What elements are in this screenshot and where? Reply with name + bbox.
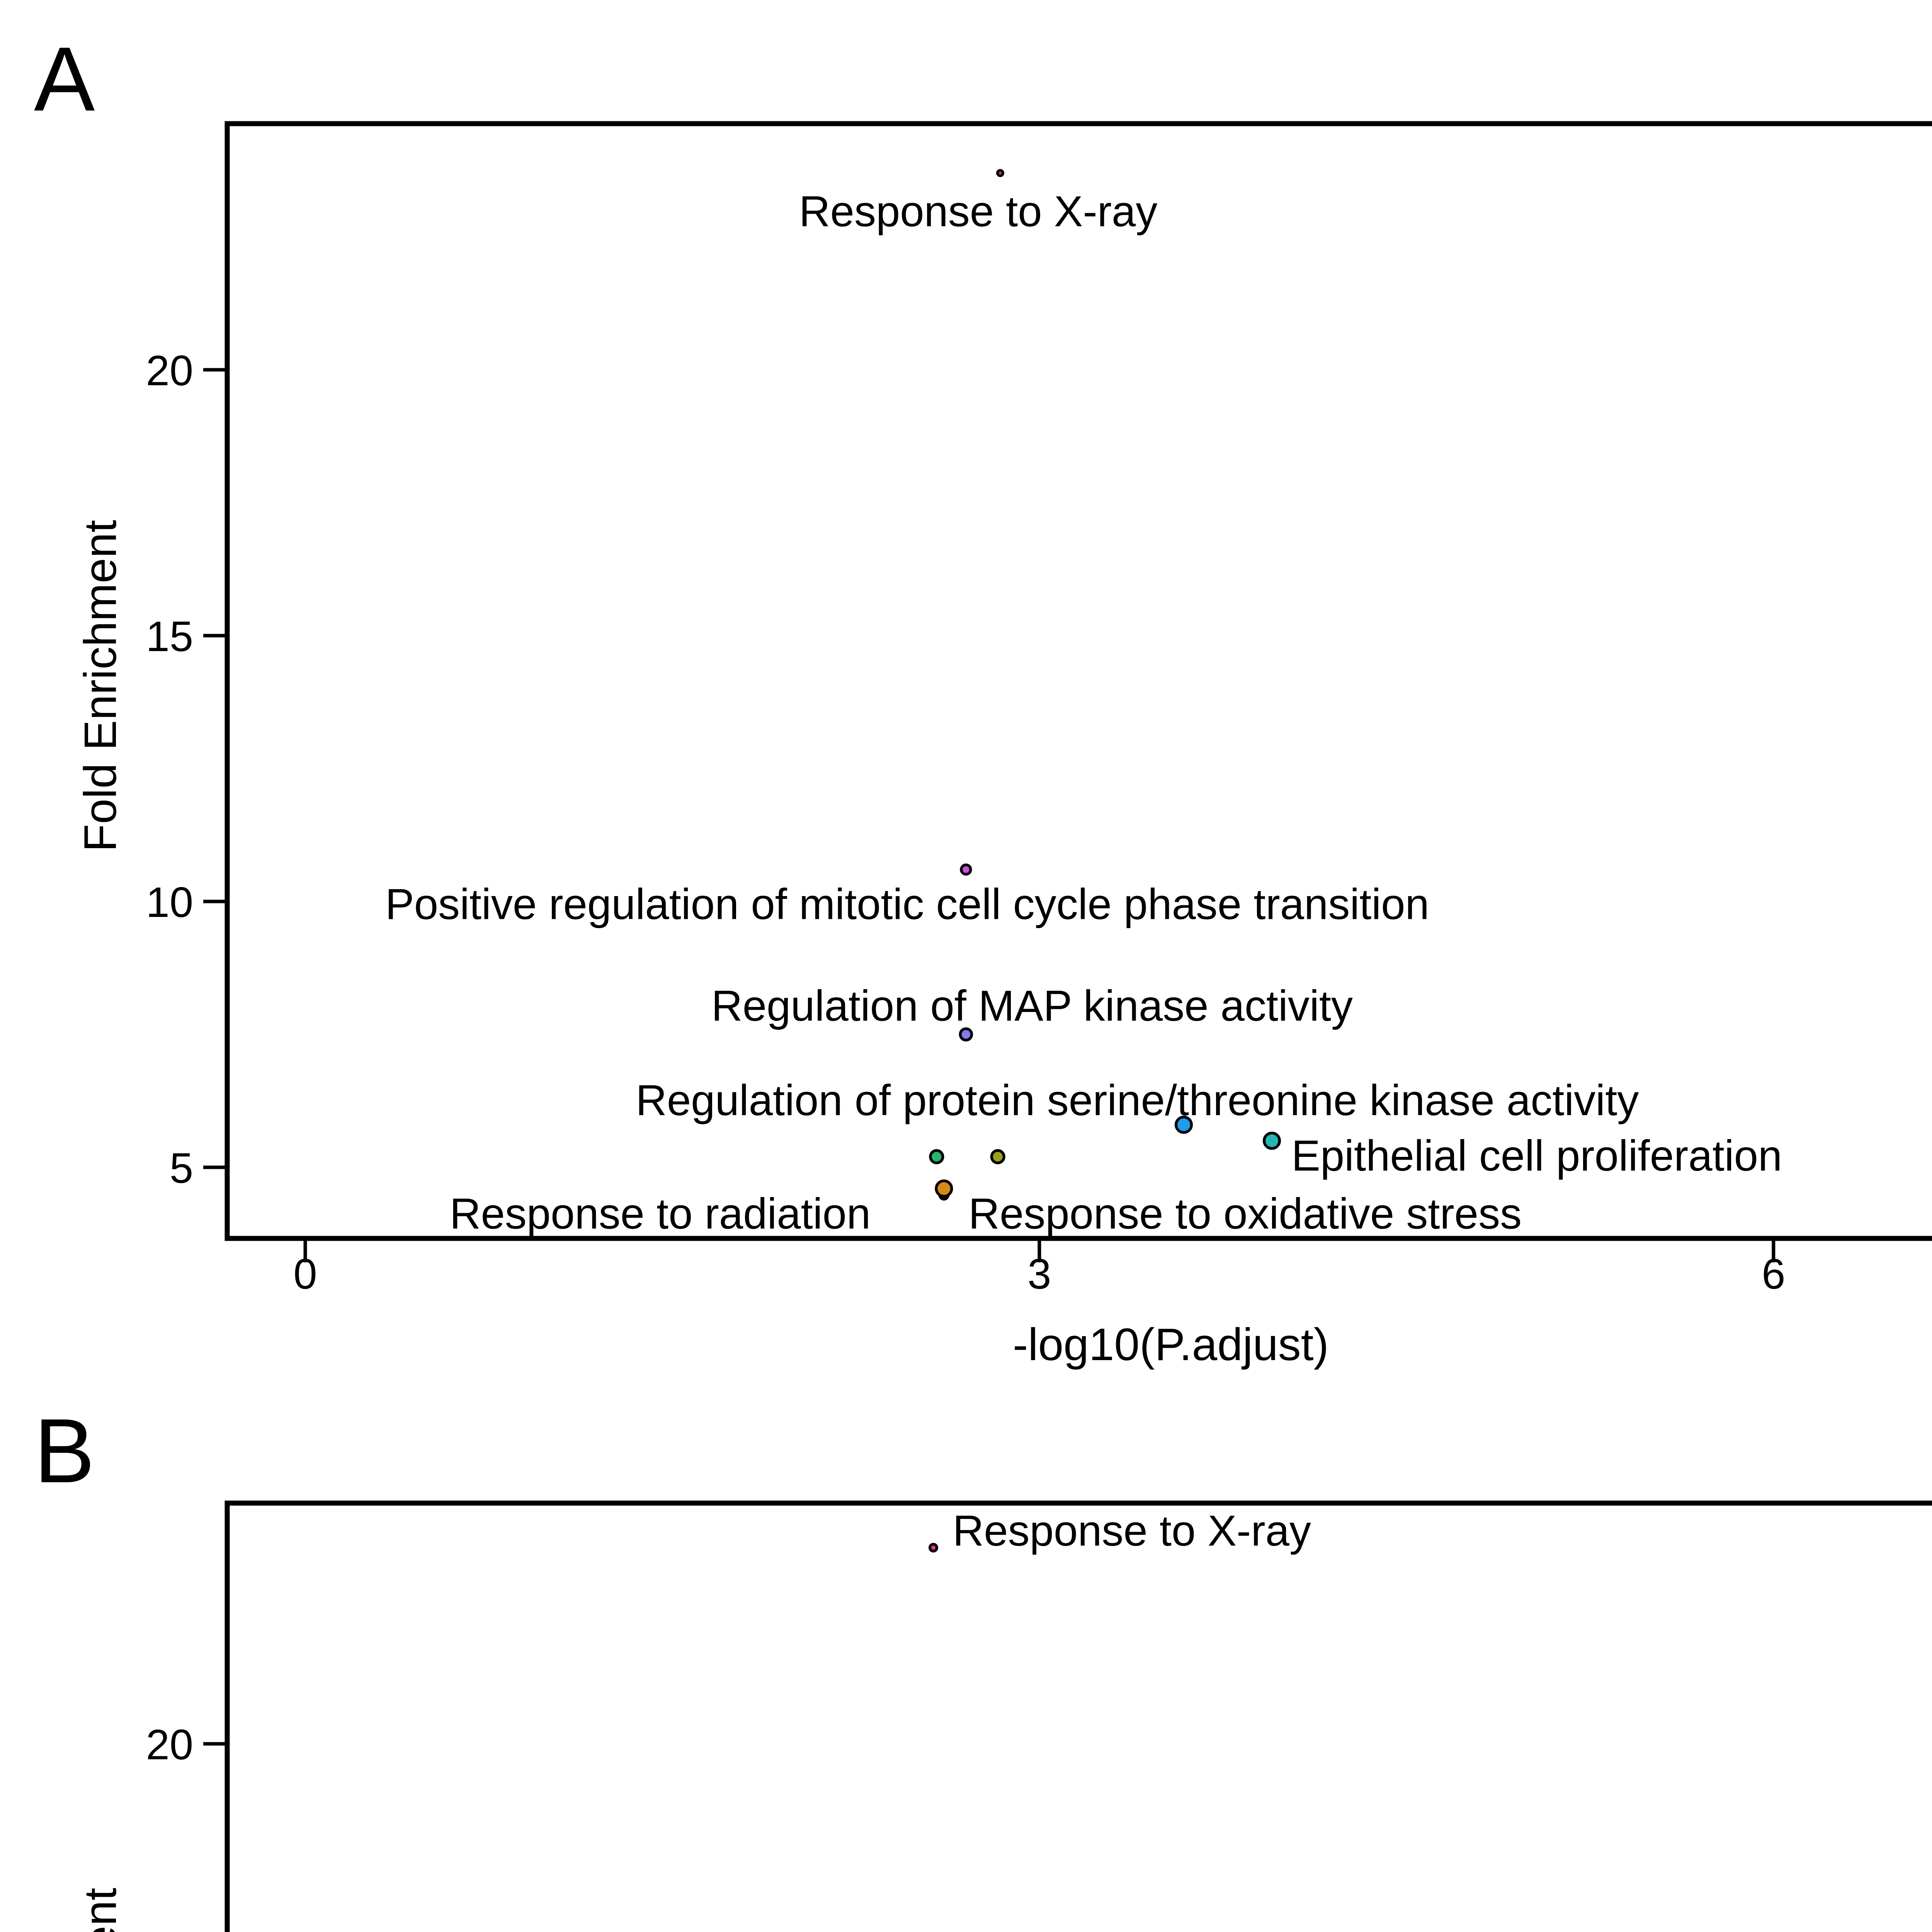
panel-a-y-tick-label: 5 xyxy=(170,1145,193,1192)
panel-a-y-axis-ticks: 5 10 15 20 xyxy=(146,347,227,1192)
panel-a-data-points xyxy=(929,169,1281,1201)
panel-b-plot-border xyxy=(224,1500,1932,1932)
panel-a-letter: A xyxy=(34,28,95,130)
panel-b-data-points xyxy=(929,1543,939,1553)
panel-b-y-tick-label: 20 xyxy=(146,1721,193,1769)
panel-b-y-axis-title: Fold Enrichment xyxy=(75,1888,126,1932)
panel-a-data-point-purple xyxy=(959,1027,973,1042)
panel-a: A 5 10 15 20 0 3 6 Fold Enrichment -log10(P.a… xyxy=(34,28,1932,1370)
panel-b-term-label: Response to X-ray xyxy=(952,1507,1311,1555)
panel-a-data-point-olive xyxy=(990,1149,1005,1165)
panel-a-y-tick-label: 10 xyxy=(146,879,193,926)
panel-a-term-label: Response to oxidative stress xyxy=(968,1189,1522,1238)
panel-a-plot-border xyxy=(224,121,1932,1241)
panel-a-term-label: Regulation of MAP kinase activity xyxy=(711,981,1353,1030)
panel-a-term-label: Response to radiation xyxy=(450,1189,871,1238)
panel-a-data-point-teal xyxy=(1263,1131,1281,1150)
panel-a-x-tick-label: 0 xyxy=(293,1250,317,1298)
panel-a-data-point-pink xyxy=(996,169,1005,177)
panel-a-data-point-blue xyxy=(1175,1116,1193,1134)
panel-a-term-label: Positive regulation of mitotic cell cycl… xyxy=(385,880,1429,929)
panel-b-data-point-pink xyxy=(929,1543,939,1553)
panel-a-x-axis-ticks: 0 3 6 xyxy=(293,1238,1785,1298)
panel-a-data-point-orange xyxy=(935,1179,953,1198)
panel-a-x-axis-title: -log10(P.adjust) xyxy=(1013,1319,1329,1370)
panel-a-term-label: Response to X-ray xyxy=(799,187,1158,236)
panel-a-term-label: Epithelial cell proliferation xyxy=(1291,1131,1782,1180)
panel-a-point-labels: Response to X-ray Positive regulation of … xyxy=(385,187,1782,1238)
panel-a-y-tick-label: 15 xyxy=(146,613,193,660)
panel-b-letter: B xyxy=(34,1400,95,1502)
panel-a-y-tick-label: 20 xyxy=(146,347,193,395)
panel-a-data-point-green xyxy=(929,1149,944,1165)
panel-a-x-tick-label: 6 xyxy=(1762,1250,1785,1298)
panel-a-y-axis-title: Fold Enrichment xyxy=(75,520,126,852)
panel-a-x-tick-label: 3 xyxy=(1027,1250,1051,1298)
panel-a-term-label: Regulation of protein serine/threonine k… xyxy=(636,1076,1639,1124)
panel-a-data-point-orchid xyxy=(960,863,972,876)
